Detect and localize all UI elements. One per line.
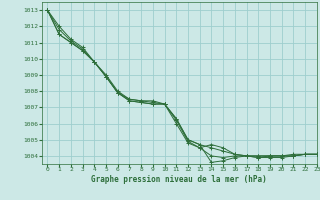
X-axis label: Graphe pression niveau de la mer (hPa): Graphe pression niveau de la mer (hPa)	[91, 175, 267, 184]
